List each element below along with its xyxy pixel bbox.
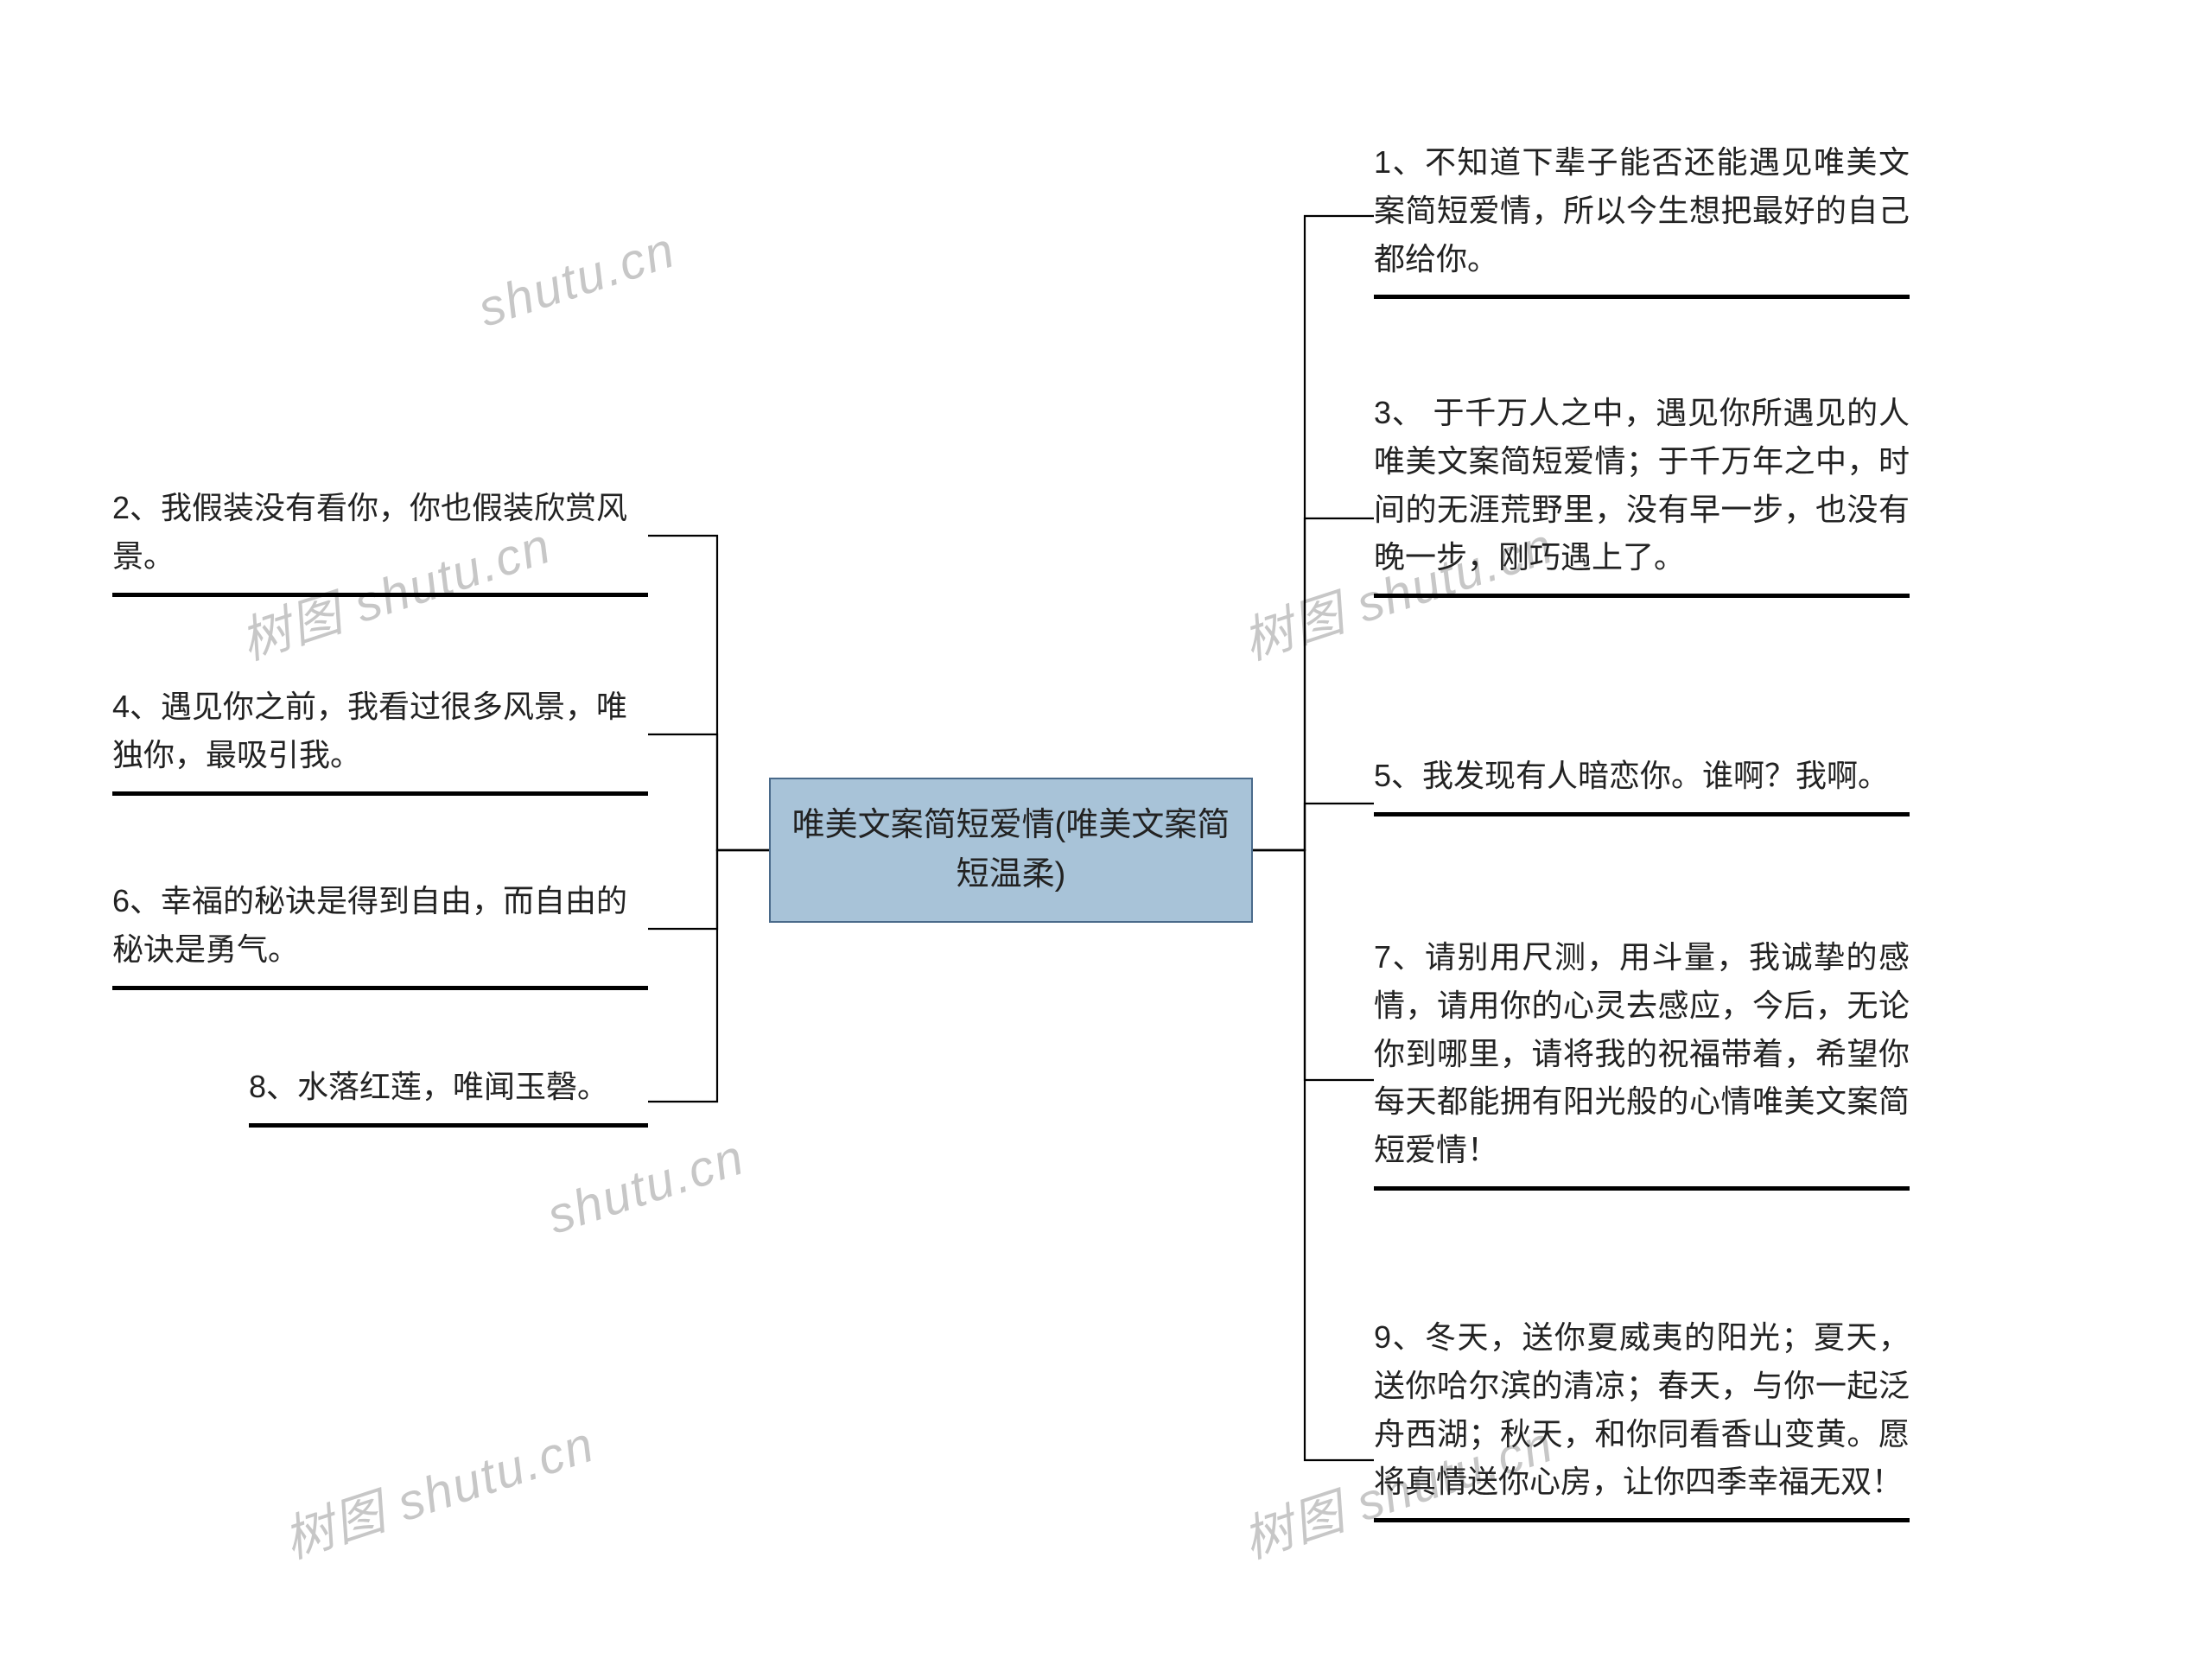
mindmap-node-6: 6、幸福的秘诀是得到自由，而自由的秘诀是勇气。 [112,877,648,990]
watermark: shutu.cn [540,1128,751,1245]
mindmap-node-1: 1、不知道下辈子能否还能遇见唯美文案简短爱情，所以今生想把最好的自己都给你。 [1374,138,1910,299]
mindmap-node-8: 8、水落红莲，唯闻玉磬。 [249,1063,648,1128]
watermark: shutu.cn [471,220,682,338]
mindmap-node-7: 7、请别用尺测，用斗量，我诚挚的感情，请用你的心灵去感应，今后，无论你到哪里，请… [1374,933,1910,1191]
mindmap-node-2: 2、我假装没有看你，你也假装欣赏风景。 [112,484,648,597]
mindmap-node-5: 5、我发现有人暗恋你。谁啊？我啊。 [1374,752,1910,816]
mindmap-node-4: 4、遇见你之前，我看过很多风景，唯独你，最吸引我。 [112,683,648,796]
mindmap-root: 唯美文案简短爱情(唯美文案简短温柔) [769,778,1253,923]
watermark: 树图 shutu.cn [273,1403,602,1572]
mindmap-node-9: 9、冬天，送你夏威夷的阳光；夏天，送你哈尔滨的清凉；春天，与你一起泛舟西湖；秋天… [1374,1313,1910,1522]
mindmap-node-3: 3、 于千万人之中，遇见你所遇见的人唯美文案简短爱情；于千万年之中，时间的无涯荒… [1374,389,1910,598]
